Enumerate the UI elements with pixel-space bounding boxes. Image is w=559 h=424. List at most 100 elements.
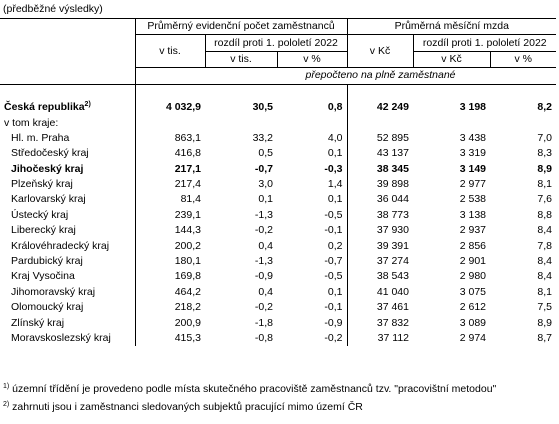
cell-v5: 2 901: [459, 255, 486, 268]
cell-v5: 2 937: [459, 224, 486, 237]
cell-v1: 180,1: [134, 253, 205, 270]
cell-v2: -1,3: [254, 255, 273, 268]
header-row-diff: v tis. rozdíl proti 1. pololetí 2022 v K…: [0, 34, 557, 68]
cell-v5: 2 538: [459, 193, 486, 206]
cell-v3: -0,7: [324, 255, 343, 268]
cell-v1: 239,1: [134, 207, 205, 224]
cell-v2: 0,4: [258, 239, 273, 252]
cell-v5: 3 149: [459, 162, 486, 175]
table-row: Jihomoravský kraj 464,2 0,4 0,1 41 040 3 075 8…: [0, 284, 556, 301]
row-label: Liberecký kraj: [11, 224, 76, 237]
cell-v6: 7,5: [537, 301, 553, 314]
cell-v5: 2 977: [459, 178, 486, 191]
cell-v1: 415,3: [134, 330, 205, 347]
row-label: Kraj Vysočina: [11, 270, 75, 283]
cell-v6: 7,0: [537, 131, 553, 144]
cell-v4: 52 895: [346, 130, 413, 147]
cell-v4: 37 112: [346, 330, 413, 347]
cell-v3: -0,2: [324, 332, 343, 344]
cell-v3: -0,9: [324, 316, 343, 329]
cell-v1: 863,1: [134, 130, 205, 147]
cell-v4: 38 543: [346, 269, 413, 285]
table-row: Plzeňský kraj 217,4 3,0 1,4 39 898 2 977 8,1: [0, 176, 556, 193]
row-label: Moravskoslezský kraj: [11, 332, 111, 344]
cell-v6: 8,4: [537, 270, 553, 283]
cell-v4: 37 274: [346, 253, 413, 270]
cell-v1: 217,1: [134, 161, 205, 177]
header-note: přepočteno na plně zaměstnané: [205, 67, 557, 85]
cell-v6: 8,9: [537, 162, 553, 175]
table-row: Královéhradecký kraj 200,2 0,4 0,2 39 391 2 8…: [0, 238, 556, 254]
header-unit-tis: v tis.: [134, 34, 205, 68]
header-row-units: v tis. v % v Kč v %: [0, 51, 557, 68]
cell-v3: -0,5: [324, 208, 343, 221]
cell-v2: 33,2: [252, 131, 273, 144]
cell-v2: -1,8: [254, 316, 273, 329]
cell-v6: 8,1: [537, 178, 553, 191]
cell-v2: 0,4: [258, 285, 273, 298]
table-row: Liberecký kraj 144,3 -0,2 -0,1 37 930 2 937 8,…: [0, 223, 556, 239]
table-row-total: Česká republika2) 4 032,9 30,5 0,8 42 24…: [0, 99, 556, 116]
header-diff-employees: rozdíl proti 1. pololetí 2022: [204, 34, 347, 52]
cell-v5: 3 319: [459, 147, 486, 160]
in-regions-label: v tom kraje:: [4, 116, 59, 129]
cell-v2: -0,2: [254, 224, 273, 237]
cell-v1: 81,4: [134, 192, 205, 208]
row-label: Česká republika2): [4, 101, 91, 114]
cell-v6: 8,4: [537, 224, 553, 237]
cell-v5: 3 075: [459, 285, 486, 298]
row-label: Karlovarský kraj: [11, 193, 86, 206]
cell-v3: -0,1: [324, 301, 343, 314]
cell-v6: 8,1: [537, 285, 553, 298]
footnote-2: 2) zahrnuti jsou i zaměstnanci sledovaný…: [3, 401, 363, 413]
table-row: Kraj Vysočina 169,8 -0,9 -0,5 38 543 2 980 8,4: [0, 269, 556, 285]
row-label: Pardubický kraj: [11, 255, 83, 268]
cell-v1: 200,9: [134, 315, 205, 331]
cell-v4: 39 898: [346, 176, 413, 193]
cell-v3: 4,0: [327, 131, 343, 144]
header-row-note: přepočteno na plně zaměstnané: [0, 67, 557, 85]
cell-v4: 39 391: [346, 238, 413, 254]
row-label: Zlínský kraj: [11, 316, 65, 329]
cell-v3: -0,1: [324, 224, 343, 237]
cell-v5: 2 980: [459, 270, 486, 283]
cell-v1: 144,3: [134, 223, 205, 239]
cell-v1: 464,2: [134, 284, 205, 301]
cell-v1: 218,2: [134, 300, 205, 316]
cell-v5: 3 089: [459, 316, 486, 329]
footnotes: 1) územní třídění je provedeno podle mís…: [3, 379, 496, 417]
cell-v2: -0,8: [254, 332, 273, 344]
cell-v3: -0,5: [324, 270, 343, 283]
row-label: Středočeský kraj: [11, 147, 89, 160]
row-label: Plzeňský kraj: [11, 178, 73, 191]
header-diff-wage: rozdíl proti 1. pololetí 2022: [412, 34, 557, 52]
table-row: Jihočeský kraj 217,1 -0,7 -0,3 38 345 3 149 8,…: [0, 161, 556, 177]
table-row: Pardubický kraj 180,1 -1,3 -0,7 37 274 2 901 8…: [0, 253, 556, 270]
cell-v1: 416,8: [134, 146, 205, 162]
row-label: Jihočeský kraj: [11, 162, 84, 175]
cell-v3: 0,1: [327, 147, 343, 160]
header-sub-kc: v Kč: [412, 51, 490, 68]
cell-v1: 217,4: [134, 176, 205, 193]
cell-v3: 0,1: [327, 193, 343, 206]
table-row: Olomoucký kraj 218,2 -0,2 -0,1 37 461 2 612 7,…: [0, 300, 556, 316]
cell-v4: 37 832: [346, 315, 413, 331]
cell-v2: 3,0: [258, 178, 273, 191]
header-sub-pct2: v %: [489, 51, 557, 68]
cell-v3: 0,1: [327, 285, 343, 298]
cell-v2: -0,2: [254, 301, 273, 314]
cell-v6: 8,8: [537, 208, 553, 221]
cell-v4: 38 345: [346, 161, 413, 177]
table-row: Ústecký kraj 239,1 -1,3 -0,5 38 773 3 138 8,8: [0, 207, 556, 224]
row-label: Jihomoravský kraj: [11, 285, 96, 298]
cell-v3: 0,2: [327, 239, 343, 252]
header-sub-tis: v tis.: [204, 51, 277, 68]
cell-v2: -0,7: [254, 162, 273, 175]
table-row: Karlovarský kraj 81,4 0,1 0,1 36 044 2 538 7,6: [0, 192, 556, 208]
header-unit-kc: v Kč: [346, 34, 413, 68]
row-label: Hl. m. Praha: [11, 131, 70, 144]
cell-v5: 2 974: [459, 332, 486, 344]
cell-v4: 38 773: [346, 207, 413, 224]
cell-v5: 2 612: [459, 301, 486, 314]
